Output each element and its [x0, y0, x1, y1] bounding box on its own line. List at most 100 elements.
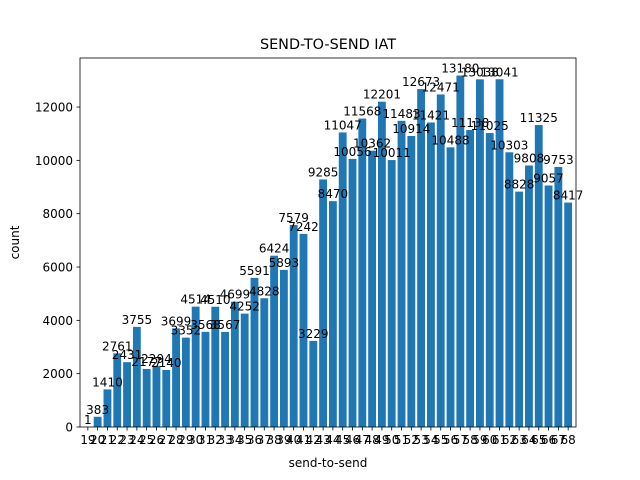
y-tick-label: 0 [65, 421, 73, 435]
data-label-55: 12471 [422, 80, 460, 94]
bar-23 [123, 362, 131, 427]
bar-51 [397, 120, 406, 427]
x-tick-label: 51 [394, 433, 409, 447]
bar-21 [103, 389, 112, 427]
data-label-68: 8417 [553, 189, 584, 203]
bar-34 [230, 301, 239, 427]
bar-26 [152, 365, 161, 427]
x-tick-label: 54 [423, 433, 438, 447]
data-label-38: 6424 [259, 242, 290, 256]
bar-65 [534, 125, 543, 427]
x-tick-label: 33 [217, 433, 232, 447]
x-axis: 1920212223242526272829303132333435363738… [80, 427, 576, 447]
data-label-48: 10362 [353, 137, 391, 151]
x-tick-label: 52 [404, 433, 419, 447]
y-axis-label: count [8, 225, 22, 259]
data-label-45: 11047 [324, 118, 362, 132]
bar-52 [407, 135, 416, 428]
x-tick-label: 21 [100, 433, 115, 447]
data-label-49: 12201 [363, 88, 401, 102]
x-tick-label: 46 [345, 433, 360, 447]
data-label-26: 2294 [141, 352, 172, 366]
data-label-46: 10056 [333, 145, 371, 159]
x-tick-label: 20 [90, 433, 105, 447]
bar-27 [162, 369, 171, 427]
bar-32 [211, 306, 220, 427]
bar-37 [260, 298, 269, 427]
x-tick-label: 38 [266, 433, 281, 447]
x-tick-label: 25 [139, 433, 154, 447]
data-label-40: 7579 [278, 211, 309, 225]
x-tick-label: 34 [227, 433, 242, 447]
data-label-56: 10488 [431, 133, 469, 147]
data-label-20: 383 [86, 403, 109, 417]
data-label-30: 4514 [180, 293, 211, 307]
bar-40 [289, 224, 298, 427]
data-label-24: 3755 [122, 313, 153, 327]
bar-60 [485, 133, 494, 427]
data-label-31: 3568 [190, 318, 221, 332]
data-label-36: 5591 [239, 264, 270, 278]
data-label-61: 13041 [480, 65, 518, 79]
x-tick-label: 42 [306, 433, 321, 447]
bar-58 [466, 130, 475, 427]
data-label-44: 8470 [318, 187, 349, 201]
x-tick-label: 35 [237, 433, 252, 447]
data-label-41: 7242 [288, 220, 319, 234]
data-label-52: 10914 [392, 122, 430, 136]
bar-28 [172, 328, 180, 427]
data-label-19: 1 [84, 413, 92, 427]
data-label-37: 4828 [249, 284, 280, 298]
bar-22 [113, 353, 122, 427]
data-label-50: 10011 [373, 146, 411, 160]
bar-48 [368, 150, 377, 427]
data-label-47: 11568 [343, 105, 381, 119]
x-tick-label: 65 [531, 433, 546, 447]
data-label-51: 11483 [382, 107, 420, 121]
data-label-39: 5893 [269, 256, 300, 270]
x-tick-label: 48 [364, 433, 379, 447]
x-tick-label: 64 [521, 433, 536, 447]
x-tick-label: 32 [208, 433, 223, 447]
data-label-43: 9285 [308, 165, 339, 179]
bar-55 [436, 94, 445, 427]
bar-24 [132, 326, 141, 427]
data-label-65: 11325 [520, 111, 558, 125]
x-tick-label: 41 [296, 433, 311, 447]
data-label-66: 9057 [533, 172, 564, 186]
x-tick-label: 31 [198, 433, 213, 447]
x-tick-label: 37 [257, 433, 272, 447]
bar-42 [309, 340, 318, 427]
x-axis-label: send-to-send [289, 456, 368, 470]
bar-63 [515, 191, 524, 427]
x-tick-label: 40 [286, 433, 301, 447]
data-label-63: 8828 [504, 178, 535, 192]
bar-25 [142, 368, 151, 427]
bar-50 [387, 160, 396, 427]
x-tick-label: 67 [551, 433, 566, 447]
x-tick-label: 63 [512, 433, 527, 447]
y-axis: 0 2000 4000 6000 8000 10000 12000 [35, 101, 80, 435]
chart-title: SEND-TO-SEND IAT [260, 37, 396, 53]
bar-38 [270, 255, 279, 427]
x-tick-label: 56 [443, 433, 458, 447]
bar-33 [221, 331, 229, 427]
x-tick-label: 47 [355, 433, 370, 447]
data-label-32: 4510 [200, 293, 231, 307]
x-tick-label: 45 [335, 433, 350, 447]
data-label-54: 11421 [412, 108, 450, 122]
y-tick-label: 12000 [35, 101, 73, 115]
x-tick-label: 36 [247, 433, 262, 447]
data-label-27: 2140 [151, 356, 182, 370]
bar-35 [240, 313, 249, 427]
x-tick-label: 57 [453, 433, 468, 447]
data-label-35: 4252 [229, 300, 260, 314]
x-tick-label: 62 [502, 433, 517, 447]
y-tick-label: 10000 [35, 154, 73, 168]
x-tick-label: 30 [188, 433, 203, 447]
x-tick-label: 28 [168, 433, 183, 447]
bar-36 [250, 277, 259, 427]
x-tick-label: 27 [159, 433, 174, 447]
bar-29 [181, 337, 190, 427]
